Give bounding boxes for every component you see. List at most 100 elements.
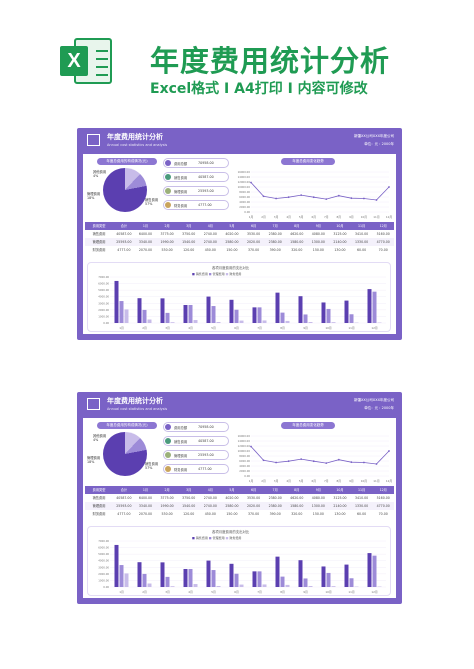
pie-title: 年度总费用的构成情况(元) <box>97 158 157 165</box>
x-tick-label: 4月 <box>188 326 193 330</box>
table-cell: 120.00 <box>183 512 195 516</box>
line-chart: 0.002000.004000.006000.008000.0010000.00… <box>238 434 393 483</box>
kpi-icon <box>165 424 171 430</box>
bar <box>160 298 165 323</box>
table-cell: 1540.00 <box>182 504 196 508</box>
table-cell: 1990.00 <box>160 504 174 508</box>
x-tick-label: 7月 <box>257 326 262 330</box>
table-header-cell: 4月 <box>207 224 213 228</box>
line-point <box>375 463 378 465</box>
x-tick-label: 4月 <box>188 590 193 594</box>
y-tick-label: 7000.00 <box>98 275 109 279</box>
bar <box>285 320 290 323</box>
kpi-total: 费用总额 70958.00 <box>163 158 229 168</box>
x-tick-label: 11月 <box>348 590 355 594</box>
table-cell: 2740.00 <box>203 496 217 500</box>
bar <box>229 299 234 323</box>
table-header-cell: 12月 <box>379 488 387 492</box>
bar <box>280 312 285 323</box>
table-cell: 销售费用 <box>92 496 106 500</box>
table-cell: 5160.00 <box>376 496 390 500</box>
table-cell: 3125.00 <box>333 232 347 236</box>
bar <box>239 320 244 323</box>
table-cell: 3410.00 <box>355 496 369 500</box>
line-point <box>312 460 315 463</box>
pie-label: 管理费用 18% <box>87 192 101 200</box>
table-header-cell: 6月 <box>250 488 257 492</box>
bar <box>275 556 280 587</box>
x-tick-label: 9月 <box>349 215 354 219</box>
sheet-subtitle-en: Annual cost statistics and analysis <box>107 407 168 411</box>
line-point <box>312 196 315 199</box>
bar-chart-box: 各项月度费用的支出对比 ■ 销售费用 ■ 管理费用 ■ 财务费用 0.00 100… <box>87 526 391 596</box>
table-cell: 25593.00 <box>116 240 132 244</box>
bar-chart-box: 各项月度费用的支出对比 ■ 销售费用 ■ 管理费用 ■ 财务费用 0.00 100… <box>87 262 391 332</box>
line-title: 年度总费用变化趋势 <box>281 158 335 165</box>
table-header-cell: 合计 <box>120 488 128 492</box>
bar <box>308 586 313 587</box>
table-cell: 6400.00 <box>138 496 153 500</box>
table-cell: 3530.00 <box>246 232 261 236</box>
page-subtitle: Excel格式 I A4打印 I 内容可修改 <box>150 81 368 97</box>
table-cell: 4080.00 <box>311 496 325 500</box>
bar <box>142 309 147 323</box>
table-header-cell: 2月 <box>164 224 170 228</box>
x-tick-label: 6月 <box>311 215 316 219</box>
x-tick-label: 11月 <box>348 326 355 330</box>
bar <box>188 568 193 587</box>
y-tick-label: 3000.00 <box>98 565 109 569</box>
pie-label: 管理费用 18% <box>87 456 101 464</box>
table-header-cell: 2月 <box>164 488 170 492</box>
x-tick-label: 3月 <box>165 326 170 330</box>
x-tick-label: 4月 <box>286 215 291 219</box>
bar <box>234 573 239 587</box>
bar <box>114 544 119 587</box>
bar <box>193 584 198 587</box>
table-cell: 5160.00 <box>376 232 390 236</box>
x-tick-label: 7月 <box>324 215 329 219</box>
table-header-row: 费用类型 合计 1月 2月 3月 4月 5月 6月 7月 8月 9月 10月 11月 12月 <box>85 486 394 494</box>
bar-legend: ■ 销售费用 ■ 管理费用 ■ 财务费用 <box>192 536 242 540</box>
y-tick-label: 0.00 <box>244 210 250 214</box>
line-point <box>287 460 290 463</box>
x-tick-label: 6月 <box>234 326 239 330</box>
bar <box>367 289 372 323</box>
bar <box>234 309 239 323</box>
bar <box>119 565 124 587</box>
bar-title: 各项月度费用的支出对比 <box>212 266 250 270</box>
sheet-title: 年度费用统计分析 <box>107 397 163 405</box>
kpi-finance: 财务费用 4777.00 <box>163 464 229 474</box>
x-tick-label: 3月 <box>165 590 170 594</box>
table-header-cell: 3月 <box>186 224 192 228</box>
table-cell: 4770.00 <box>376 504 390 508</box>
x-tick-label: 5月 <box>211 590 216 594</box>
table-header-cell: 合计 <box>120 224 128 228</box>
line-title: 年度总费用变化趋势 <box>281 422 335 429</box>
bar <box>137 298 142 323</box>
table-cell: 530.00 <box>161 512 173 516</box>
bar <box>142 573 147 587</box>
bar <box>303 578 308 587</box>
expense-table: 费用类型 合计 1月 2月 3月 4月 5月 6月 7月 8月 9月 10月 11月 12月 销售费用 405… <box>85 222 394 254</box>
table-cell: 2140.00 <box>333 240 347 244</box>
x-tick-label: 1月 <box>119 590 124 594</box>
line-point <box>275 461 277 464</box>
table-cell: 370.00 <box>247 512 260 516</box>
table-cell: 450.00 <box>204 248 216 252</box>
table-cell: 4770.00 <box>376 240 390 244</box>
bar <box>211 306 216 323</box>
bar <box>262 320 267 323</box>
x-tick-label: 5月 <box>211 326 216 330</box>
table-cell: 3775.00 <box>160 232 174 236</box>
table-cell: 3340.00 <box>138 504 153 508</box>
table-cell: 2580.00 <box>225 240 239 244</box>
bar <box>124 573 129 587</box>
y-tick-label: 4000.00 <box>98 295 109 299</box>
x-tick-label: 1月 <box>119 326 124 330</box>
sheet-header: 年度费用统计分析 Annual cost statistics and anal… <box>77 392 402 418</box>
y-tick-label: 0.00 <box>103 321 109 325</box>
line-point <box>300 458 303 461</box>
bar <box>216 586 221 587</box>
kpi-icon <box>165 466 171 472</box>
pie-chart <box>103 432 147 476</box>
